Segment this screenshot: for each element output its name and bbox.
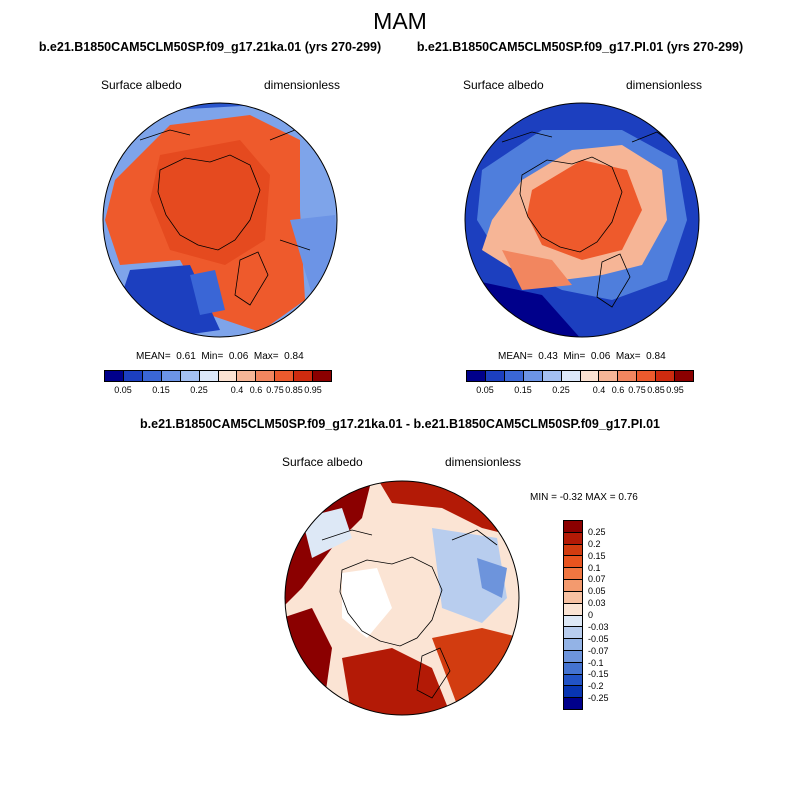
colorbar-tick-label: 0.6 bbox=[611, 385, 625, 395]
colorbar-swatch bbox=[636, 371, 656, 381]
colorbar-tick-label: -0.05 bbox=[588, 633, 609, 644]
panel2-stats: MEAN= 0.43 Min= 0.06 Max= 0.84 bbox=[498, 351, 666, 362]
colorbar-swatch bbox=[564, 531, 582, 544]
colorbar-swatch bbox=[564, 614, 582, 627]
diff-variable-label: Surface albedo bbox=[282, 455, 363, 469]
diff-units-label: dimensionless bbox=[445, 455, 522, 469]
colorbar-swatch bbox=[564, 602, 582, 615]
colorbar-tick-label: 0.6 bbox=[249, 385, 263, 395]
colorbar-tick-label: 0.15 bbox=[588, 550, 606, 561]
colorbar-tick-label: -0.1 bbox=[588, 657, 604, 668]
diff-panel-title: b.e21.B1850CAM5CLM50SP.f09_g17.21ka.01 -… bbox=[140, 417, 660, 431]
colorbar-swatch bbox=[564, 673, 582, 686]
colorbar-swatch bbox=[179, 371, 199, 381]
colorbar-swatch bbox=[160, 371, 180, 381]
panel1-colorbar bbox=[104, 370, 332, 382]
colorbar-tick-label: 0.25 bbox=[190, 385, 208, 395]
colorbar-tick-label: 0 bbox=[588, 610, 594, 620]
colorbar-swatch bbox=[579, 371, 599, 381]
diff-colorbar-labels: 0.25 0.2 0.15 0.1 0.07 0.05 0.03 0 -0.03 -0.05 -0.… bbox=[588, 520, 628, 710]
colorbar-tick-label: -0.25 bbox=[588, 693, 609, 704]
colorbar-swatch bbox=[564, 555, 582, 568]
colorbar-tick-label: -0.15 bbox=[588, 669, 609, 680]
colorbar-tick-label: 0.85 bbox=[285, 385, 303, 395]
colorbar-swatch bbox=[564, 590, 582, 603]
colorbar-tick-label: 0.03 bbox=[588, 598, 606, 609]
colorbar-swatch bbox=[564, 661, 582, 674]
colorbar-swatch bbox=[655, 371, 675, 381]
colorbar-swatch bbox=[236, 371, 256, 381]
panel2-colorbar-labels: 0.05 0.15 0.25 0.4 0.6 0.75 0.85 0.95 bbox=[466, 385, 694, 397]
colorbar-tick-label: 0.05 bbox=[114, 385, 132, 395]
colorbar-swatch bbox=[312, 371, 332, 381]
colorbar-tick-label: 0.95 bbox=[304, 385, 322, 395]
colorbar-swatch bbox=[293, 371, 313, 381]
colorbar-swatch bbox=[467, 371, 485, 381]
panel2-title: b.e21.B1850CAM5CLM50SP.f09_g17.PI.01 (yr… bbox=[416, 40, 744, 54]
colorbar-swatch bbox=[141, 371, 161, 381]
colorbar-tick-label: 0.85 bbox=[647, 385, 665, 395]
panel2-colorbar bbox=[466, 370, 694, 382]
colorbar-swatch bbox=[598, 371, 618, 381]
colorbar-swatch bbox=[564, 579, 582, 591]
colorbar-swatch bbox=[617, 371, 637, 381]
colorbar-swatch bbox=[564, 626, 582, 639]
colorbar-swatch bbox=[564, 638, 582, 650]
colorbar-swatch bbox=[105, 371, 123, 381]
colorbar-swatch bbox=[674, 371, 694, 381]
colorbar-tick-label: 0.4 bbox=[592, 385, 606, 395]
colorbar-tick-label: -0.03 bbox=[588, 621, 609, 632]
colorbar-tick-label: 0.15 bbox=[514, 385, 532, 395]
season-title: MAM bbox=[373, 8, 427, 34]
colorbar-swatch bbox=[274, 371, 294, 381]
colorbar-tick-label: 0.05 bbox=[476, 385, 494, 395]
colorbar-swatch bbox=[564, 685, 582, 698]
colorbar-tick-label: 0.25 bbox=[588, 526, 606, 537]
panel2-units-label: dimensionless bbox=[626, 78, 703, 92]
diff-polar-map bbox=[284, 480, 520, 716]
colorbar-tick-label: 0.75 bbox=[628, 385, 646, 395]
colorbar-swatch bbox=[122, 371, 142, 381]
colorbar-swatch bbox=[564, 543, 582, 556]
diff-colorbar bbox=[563, 520, 583, 710]
colorbar-tick-label: 0.07 bbox=[588, 574, 606, 585]
colorbar-tick-label: 0.4 bbox=[230, 385, 244, 395]
panel1-colorbar-labels: 0.05 0.15 0.25 0.4 0.6 0.75 0.85 0.95 bbox=[104, 385, 332, 397]
colorbar-tick-label: 0.05 bbox=[588, 586, 606, 597]
colorbar-swatch bbox=[217, 371, 237, 381]
panel1-variable-label: Surface albedo bbox=[101, 78, 182, 92]
colorbar-tick-label: 0.75 bbox=[266, 385, 284, 395]
colorbar-tick-label: 0.15 bbox=[152, 385, 170, 395]
panel1-polar-map bbox=[102, 102, 338, 338]
panel1-units-label: dimensionless bbox=[264, 78, 341, 92]
colorbar-swatch bbox=[484, 371, 504, 381]
panel1-title: b.e21.B1850CAM5CLM50SP.f09_g17.21ka.01 (… bbox=[38, 40, 382, 54]
diff-stats: MIN = -0.32 MAX = 0.76 bbox=[530, 492, 638, 503]
colorbar-swatch bbox=[564, 697, 582, 709]
colorbar-swatch bbox=[564, 649, 582, 662]
colorbar-swatch bbox=[503, 371, 523, 381]
colorbar-tick-label: 0.25 bbox=[552, 385, 570, 395]
colorbar-swatch bbox=[564, 567, 582, 580]
colorbar-swatch bbox=[564, 521, 582, 532]
colorbar-tick-label: 0.1 bbox=[588, 562, 601, 573]
colorbar-swatch bbox=[255, 371, 275, 381]
colorbar-tick-label: 0.95 bbox=[666, 385, 684, 395]
colorbar-swatch bbox=[198, 371, 218, 381]
colorbar-swatch bbox=[560, 371, 580, 381]
panel2-polar-map bbox=[464, 102, 700, 338]
colorbar-tick-label: -0.07 bbox=[588, 645, 609, 656]
colorbar-tick-label: -0.2 bbox=[588, 681, 604, 692]
panel1-stats: MEAN= 0.61 Min= 0.06 Max= 0.84 bbox=[136, 351, 304, 362]
panel2-variable-label: Surface albedo bbox=[463, 78, 544, 92]
colorbar-tick-label: 0.2 bbox=[588, 538, 601, 549]
colorbar-swatch bbox=[541, 371, 561, 381]
colorbar-swatch bbox=[522, 371, 542, 381]
